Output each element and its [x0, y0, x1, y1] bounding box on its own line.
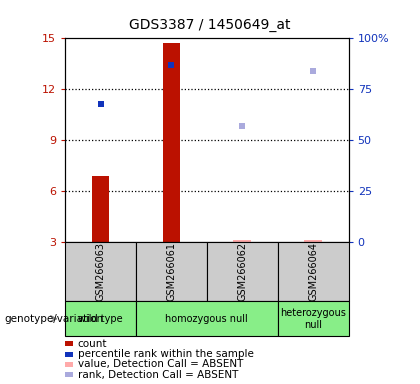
- Bar: [304, 240, 322, 242]
- Bar: [65, 242, 136, 301]
- Text: heterozygous
null: heterozygous null: [280, 308, 346, 329]
- Bar: [136, 301, 278, 336]
- Bar: [92, 176, 109, 242]
- Bar: [65, 301, 136, 336]
- Bar: [207, 242, 278, 301]
- Bar: [234, 240, 251, 242]
- Text: GDS3387 / 1450649_at: GDS3387 / 1450649_at: [129, 18, 291, 32]
- Text: GSM266064: GSM266064: [308, 242, 318, 301]
- Text: genotype/variation: genotype/variation: [4, 314, 103, 324]
- Bar: [163, 43, 180, 242]
- Text: percentile rank within the sample: percentile rank within the sample: [78, 349, 254, 359]
- Text: homozygous null: homozygous null: [165, 314, 248, 324]
- Bar: [278, 301, 349, 336]
- Text: GSM266063: GSM266063: [95, 242, 105, 301]
- Text: GSM266062: GSM266062: [237, 242, 247, 301]
- Text: rank, Detection Call = ABSENT: rank, Detection Call = ABSENT: [78, 370, 238, 380]
- Text: wild type: wild type: [78, 314, 123, 324]
- Text: count: count: [78, 339, 107, 349]
- Bar: [136, 242, 207, 301]
- Text: value, Detection Call = ABSENT: value, Detection Call = ABSENT: [78, 359, 243, 369]
- Text: GSM266061: GSM266061: [166, 242, 176, 301]
- Bar: [278, 242, 349, 301]
